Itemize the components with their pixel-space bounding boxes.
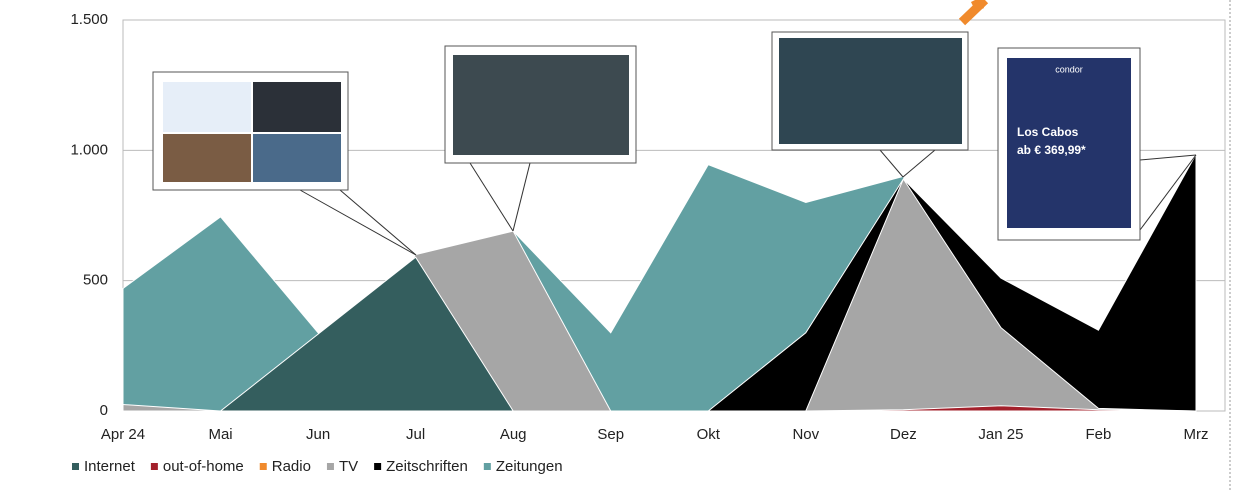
y-tick-label: 1.000 — [70, 141, 108, 158]
inset-image — [253, 134, 341, 182]
callout — [879, 149, 904, 178]
x-tick-label: Jan 25 — [978, 426, 1023, 443]
x-tick-label: Jun — [306, 426, 330, 443]
legend-swatch — [150, 463, 158, 470]
legend-label: TV — [339, 458, 358, 475]
legend-swatch — [326, 463, 334, 470]
callout — [299, 189, 417, 256]
inset-image — [253, 82, 341, 132]
x-tick-label: Apr 24 — [101, 426, 145, 443]
callout — [339, 189, 417, 256]
legend-swatch — [374, 463, 382, 470]
legend-label: out-of-home — [163, 458, 244, 475]
x-tick-label: Feb — [1086, 426, 1112, 443]
poster-price: ab € 369,99* — [1017, 143, 1086, 157]
callout — [1139, 154, 1197, 161]
legend-swatch — [259, 463, 267, 470]
poster-brand: condor — [1055, 64, 1083, 74]
legend-label: Zeitungen — [496, 458, 563, 475]
legend-label: Radio — [272, 458, 311, 475]
poster — [1007, 58, 1131, 228]
legend: Internet out-of-home Radio TV Zeitschriften Z… — [72, 458, 563, 475]
insets: condor Los Cabos ab € 369,99* — [152, 31, 1197, 256]
callout — [469, 162, 514, 232]
callout — [512, 162, 531, 232]
arrow-decoration — [958, 0, 989, 26]
x-tick-label: Aug — [500, 426, 527, 443]
legend-swatch — [483, 463, 491, 470]
legend-label: Zeitschriften — [386, 458, 468, 475]
inset-image — [453, 55, 629, 155]
x-tick-label: Okt — [697, 426, 721, 443]
poster-title: Los Cabos — [1017, 125, 1079, 139]
x-tick-label: Mai — [208, 426, 232, 443]
x-tick-label: Mrz — [1184, 426, 1209, 443]
y-tick-label: 0 — [100, 402, 108, 419]
y-tick-label: 500 — [83, 272, 108, 289]
legend-label: Internet — [84, 458, 136, 475]
inset-image — [163, 82, 251, 132]
legend-swatch — [72, 463, 79, 470]
x-tick-label: Dez — [890, 426, 917, 443]
y-tick-label: 1.500 — [70, 11, 108, 28]
area — [123, 256, 1196, 412]
callout — [1139, 154, 1197, 231]
x-tick-label: Nov — [792, 426, 819, 443]
inset-image — [163, 134, 251, 182]
inset-image — [779, 38, 962, 144]
plot: 0 500 1.000 1.500 Apr 24 Mai Jun Jul Aug Sep Okt No… — [70, 11, 1225, 443]
callout — [902, 149, 936, 178]
x-tick-label: Sep — [597, 426, 624, 443]
x-tick-label: Jul — [406, 426, 425, 443]
